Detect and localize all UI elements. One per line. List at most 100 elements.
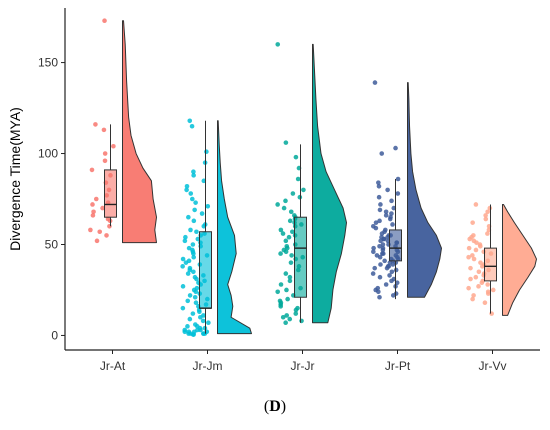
caption-letter: D <box>269 398 281 415</box>
data-point <box>390 222 395 227</box>
data-point <box>289 253 294 258</box>
data-point <box>89 167 95 173</box>
data-point <box>476 269 482 275</box>
data-point <box>377 207 383 213</box>
data-point <box>377 294 382 300</box>
data-point <box>473 274 479 280</box>
data-point <box>380 247 386 253</box>
data-point <box>278 304 284 309</box>
data-point <box>371 249 376 255</box>
x-tick-label: Jr-At <box>100 359 126 373</box>
data-point <box>192 294 198 300</box>
data-point <box>479 280 485 285</box>
data-point <box>287 274 293 280</box>
data-point <box>100 205 105 211</box>
data-point <box>485 282 490 287</box>
caption-open: ( <box>263 398 270 415</box>
data-point <box>385 234 390 240</box>
violin-half <box>407 82 442 298</box>
data-point <box>187 316 193 322</box>
data-point <box>185 271 191 276</box>
data-point <box>376 183 382 189</box>
data-point <box>111 143 116 149</box>
data-point <box>275 289 281 295</box>
data-point <box>373 220 379 225</box>
data-point <box>191 218 197 224</box>
data-point <box>283 238 289 244</box>
data-point <box>104 233 109 238</box>
data-point <box>283 249 289 255</box>
data-point <box>193 289 199 295</box>
violin-half <box>502 203 537 316</box>
data-point <box>275 202 280 207</box>
data-point <box>483 213 488 218</box>
data-point <box>293 311 299 316</box>
data-point <box>198 314 203 320</box>
data-point <box>184 187 189 193</box>
data-point <box>384 265 390 271</box>
data-point <box>482 300 488 306</box>
data-point <box>205 203 211 209</box>
data-point <box>470 253 475 258</box>
data-point <box>186 331 191 336</box>
y-tick-label: 100 <box>38 147 58 161</box>
data-point <box>471 293 476 298</box>
data-point <box>184 183 190 189</box>
data-point <box>107 223 112 229</box>
box <box>104 169 117 218</box>
data-point <box>379 151 385 156</box>
data-point <box>101 127 107 133</box>
data-point <box>485 291 491 296</box>
data-point <box>284 287 289 293</box>
data-point <box>283 140 289 145</box>
data-point <box>192 207 197 213</box>
group-jr-pt <box>370 80 442 300</box>
data-point <box>394 280 400 285</box>
data-point <box>466 254 471 260</box>
data-point <box>290 191 296 196</box>
group-jr-jr <box>275 42 347 326</box>
data-point <box>287 278 293 284</box>
x-tick-label: Jr-Jr <box>291 359 315 373</box>
data-point <box>485 209 490 215</box>
data-point <box>391 205 397 211</box>
data-point <box>380 242 386 247</box>
data-point <box>190 311 196 316</box>
data-point <box>393 145 398 151</box>
data-point <box>473 247 479 253</box>
data-point <box>395 191 401 196</box>
panel-caption: (D) <box>0 398 550 416</box>
data-point <box>370 271 376 276</box>
data-point <box>390 293 396 298</box>
data-point <box>197 309 202 315</box>
x-axis-ticks: Jr-At Jr-Jm Jr-Jr Jr-Pt Jr-Vv <box>100 350 507 373</box>
data-point <box>180 284 186 289</box>
data-point <box>395 176 401 182</box>
data-point <box>97 229 103 235</box>
data-point <box>193 200 198 205</box>
x-tick-label: Jr-Vv <box>479 359 507 373</box>
group-jr-jm <box>180 118 252 337</box>
data-point <box>202 325 208 331</box>
data-point <box>387 216 393 222</box>
violin-half <box>217 120 252 335</box>
data-point <box>483 216 489 222</box>
data-point <box>387 273 392 278</box>
data-point <box>389 278 394 284</box>
data-point <box>293 307 299 313</box>
data-point <box>476 284 481 289</box>
data-point <box>180 264 185 269</box>
data-point <box>389 269 395 275</box>
data-point <box>180 256 186 262</box>
data-point <box>187 118 193 124</box>
data-point <box>206 320 211 326</box>
data-point <box>187 267 193 273</box>
data-point <box>102 158 108 164</box>
data-point <box>186 214 191 220</box>
data-point <box>93 196 99 202</box>
data-point <box>385 187 390 193</box>
data-point <box>288 209 294 215</box>
data-point <box>383 282 389 287</box>
data-point <box>194 276 199 282</box>
